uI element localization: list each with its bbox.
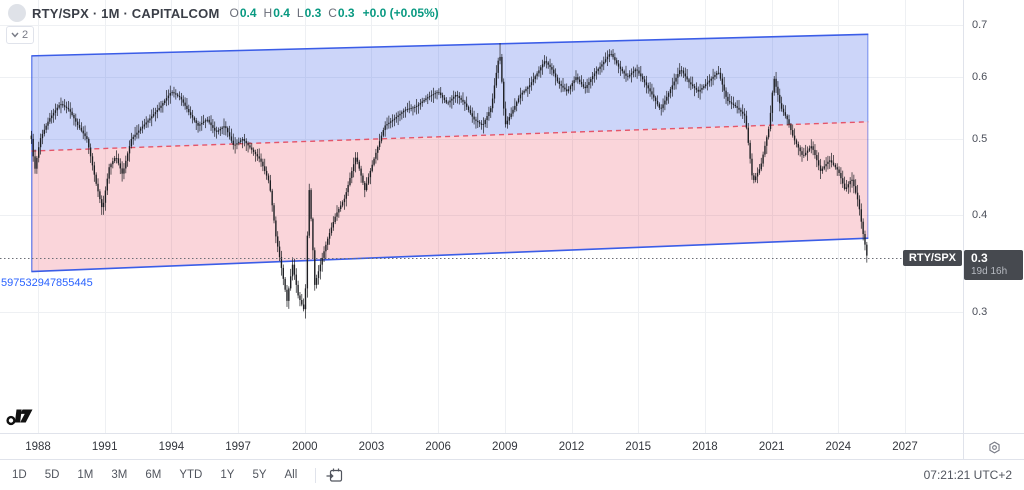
clock[interactable]: 07:21:21 UTC+2 — [923, 468, 1012, 482]
year-tick-label: 2021 — [758, 441, 785, 453]
symbol-legend: RTY/SPX · 1M · CAPITALCOM O0.4 H0.4 L0.3… — [8, 4, 439, 22]
ohlc-open: O0.4 — [229, 6, 257, 20]
axis-settings-corner[interactable] — [963, 433, 1024, 460]
year-tick-label: 2012 — [558, 441, 585, 453]
range-button-1d[interactable]: 1D — [12, 469, 27, 481]
object-tree-collapse-button[interactable]: 2 — [6, 26, 35, 44]
price-chart-canvas[interactable] — [0, 0, 963, 433]
year-tick-label: 1994 — [158, 441, 185, 453]
price-tick-label: 0.6 — [972, 71, 988, 84]
ohlc-values: O0.4 H0.4 L0.3 C0.3 — [229, 6, 354, 20]
year-tick-label: 2009 — [492, 441, 518, 453]
price-axis[interactable]: 0.7 0.6 0.5 0.4 0.3 — [963, 0, 1024, 433]
calendar-arrow-icon — [326, 468, 343, 482]
time-axis[interactable]: 1988 1991 1994 1997 2000 2003 2006 2009 2012 2015… — [0, 433, 963, 460]
range-button-1y[interactable]: 1Y — [220, 469, 235, 481]
ohlc-high: H0.4 — [263, 6, 290, 20]
range-button-6m[interactable]: 6M — [145, 469, 162, 481]
range-button-all[interactable]: All — [284, 469, 298, 481]
year-tick-label: 2003 — [358, 441, 385, 453]
ohlc-low: L0.3 — [296, 6, 322, 20]
range-button-ytd[interactable]: YTD — [179, 469, 203, 481]
scale-settings-gear-icon — [989, 440, 1000, 454]
bottom-toolbar: 1D 5D 1M 3M 6M YTD 1Y 5Y All 07:21:21 UTC+2 — [0, 459, 1024, 490]
last-price-badge: 0.3 19d 16h — [964, 250, 1023, 280]
collapse-count: 2 — [22, 29, 29, 41]
ohlc-close: C0.3 — [328, 6, 355, 20]
price-change: +0.0 (+0.05%) — [362, 6, 439, 20]
year-tick-label: 2000 — [291, 441, 318, 453]
channel-price-label: 597532947855445 — [1, 277, 93, 289]
year-tick-label: 2018 — [692, 441, 718, 453]
symbol-logo-icon[interactable] — [8, 4, 26, 22]
tradingview-logo[interactable] — [6, 406, 34, 431]
year-tick-label: 1991 — [91, 441, 118, 453]
range-button-5y[interactable]: 5Y — [252, 469, 267, 481]
date-range-buttons: 1D 5D 1M 3M 6M YTD 1Y 5Y All — [10, 467, 313, 483]
symbol-title[interactable]: RTY/SPX · 1M · CAPITALCOM — [32, 5, 220, 21]
year-tick-label: 1988 — [25, 441, 51, 453]
range-button-1m[interactable]: 1M — [77, 469, 94, 481]
year-tick-label: 1997 — [225, 441, 251, 453]
last-price-value: 0.3 — [971, 251, 988, 265]
price-tick-label: 0.7 — [972, 19, 988, 31]
year-tick-label: 2015 — [625, 441, 652, 453]
year-tick-label: 2027 — [892, 441, 918, 453]
price-tick-label: 0.3 — [972, 306, 988, 318]
year-tick-label: 2006 — [425, 441, 451, 453]
price-tick-label: 0.4 — [972, 208, 988, 221]
year-tick-label: 2024 — [825, 441, 852, 453]
range-button-5d[interactable]: 5D — [44, 469, 60, 481]
tradingview-logo-icon — [6, 409, 33, 426]
bar-countdown: 19d 16h — [971, 266, 1008, 277]
chevron-down-icon — [11, 32, 19, 38]
price-tick-label: 0.5 — [972, 132, 988, 145]
toolbar-divider — [315, 467, 317, 483]
go-to-date-button[interactable] — [326, 467, 343, 483]
last-price-symbol-badge: RTY/SPX — [902, 250, 962, 266]
range-button-3m[interactable]: 3M — [111, 469, 128, 481]
